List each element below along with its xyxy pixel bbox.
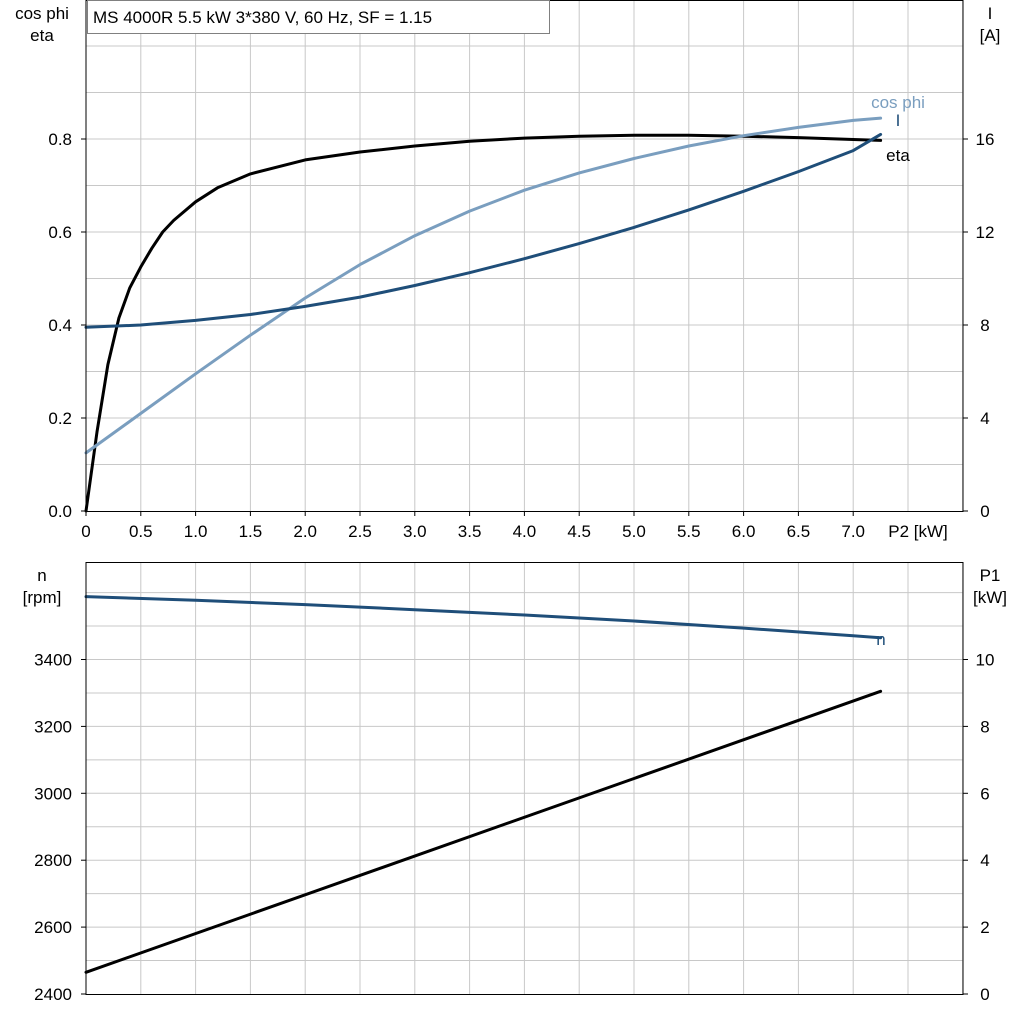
y-right-tick-label: 6 [980,784,989,803]
y-right-axis-unit: [kW] [973,588,1007,607]
chart-panel-1: 0.0 0.2 0.4 0.6 0.8 0 4 8 12 16 cos phi eta I [A] 0 0.5… [15,0,1000,541]
x-tick-label: 4.0 [513,522,537,541]
y-left-tick-label: 0.4 [48,316,72,335]
y-right-tick-label: 8 [980,717,989,736]
x-tick-label: 0 [81,522,90,541]
x-tick-label: 2.0 [293,522,317,541]
y-left-tick-label: 2400 [34,985,72,1004]
y-left-axis-label: n [37,566,46,585]
x-tick-label: 0.5 [129,522,153,541]
grid [86,0,964,511]
x-tick-label: 6.0 [732,522,756,541]
y-left-axis-label: cos phi [15,4,69,23]
y-left-tick-label: 2600 [34,918,72,937]
x-tick-label: 7.0 [841,522,865,541]
chart-title: MS 4000R 5.5 kW 3*380 V, 60 Hz, SF = 1.1… [93,8,432,27]
x-tick-label: 2.5 [348,522,372,541]
y-right-tick-label: 2 [980,918,989,937]
x-tick-label: 6.5 [787,522,811,541]
y-right-tick-label: 10 [976,651,995,670]
y-left-tick-label: 0.2 [48,409,72,428]
series-label-eta: eta [886,146,910,165]
y-left-tick-label: 2800 [34,851,72,870]
y-left-tick-label: 0.8 [48,130,72,149]
y-right-axis-label: I [988,4,993,23]
y-left-axis-unit: eta [30,26,54,45]
series-label-cos-phi: cos phi [871,93,925,112]
y-right-tick-label: 4 [980,409,989,428]
plot-frame [85,562,964,995]
x-tick-label: 5.5 [677,522,701,541]
x-tick-label: 5.0 [622,522,646,541]
x-tick-label: 4.5 [567,522,591,541]
y-right-tick-label: 0 [980,985,989,1004]
x-axis-label: P2 [kW] [888,522,948,541]
series-cos-phi-line [84,116,883,455]
series-I-line [84,132,883,329]
series-label-i: I [896,111,901,130]
y-right-tick-label: 8 [980,316,989,335]
y-right-tick-label: 0 [980,502,989,521]
x-tick-label: 3.5 [458,522,482,541]
y-right-axis-label: P1 [980,566,1001,585]
title-box [87,0,550,34]
series-n-line [84,595,883,640]
series-eta-line [84,133,883,513]
y-left-tick-label: 0.6 [48,223,72,242]
y-right-axis-unit: [A] [980,26,1001,45]
series-p1-line [84,689,883,974]
x-tick-label: 1.5 [239,522,263,541]
y-left-tick-label: 0.0 [48,502,72,521]
y-left-tick-label: 3400 [34,651,72,670]
series-label-n: n [876,630,885,649]
y-left-tick-label: 3000 [34,784,72,803]
grid [86,562,964,994]
y-right-tick-label: 4 [980,851,989,870]
y-left-axis-unit: [rpm] [23,588,62,607]
y-right-tick-label: 12 [976,223,995,242]
x-tick-label: 3.0 [403,522,427,541]
y-left-tick-label: 3200 [34,717,72,736]
x-tick-label: 1.0 [184,522,208,541]
y-right-tick-label: 16 [976,130,995,149]
chart-panel-2: 2400 2600 2800 3000 3200 3400 0 2 4 6 8 10 n [rpm] P1 [… [23,562,1007,1004]
